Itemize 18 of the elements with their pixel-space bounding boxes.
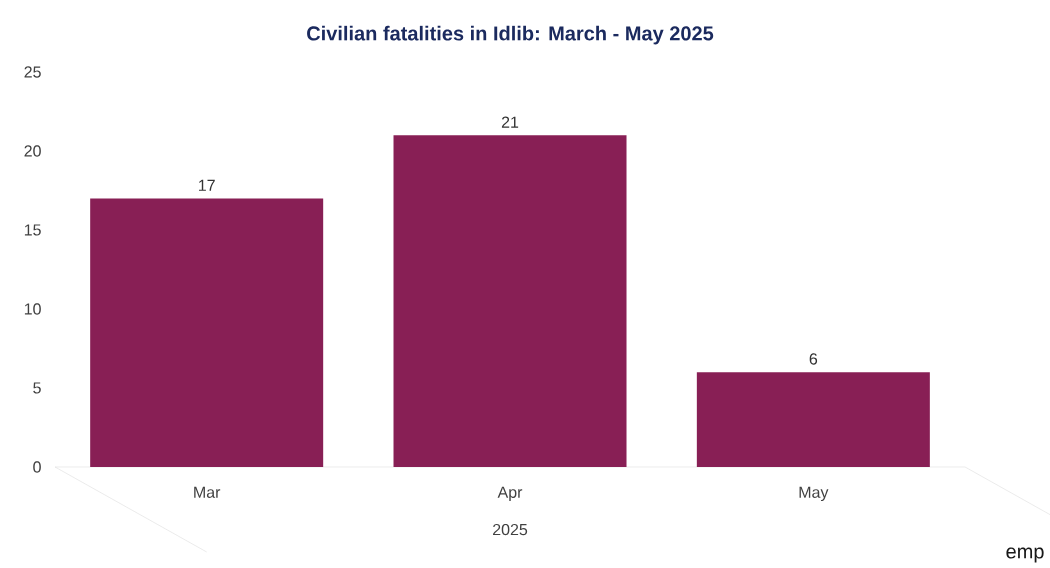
y-tick-label: 5 xyxy=(33,382,41,394)
x-axis-title: 2025 xyxy=(493,523,528,536)
bar xyxy=(393,135,627,467)
bar xyxy=(90,198,324,467)
x-tick-label: Apr xyxy=(497,486,523,502)
bar xyxy=(696,372,930,467)
text: emp xyxy=(1006,547,1044,563)
y-tick-label: 0 xyxy=(33,461,41,473)
x-tick-label: May xyxy=(799,486,829,502)
x-tick-label: Mar xyxy=(194,486,221,498)
data-label: 17 xyxy=(199,179,215,191)
y-tick-label: 25 xyxy=(24,66,41,78)
data-label: 21 xyxy=(501,116,519,128)
data-label: 6 xyxy=(809,353,818,365)
y-tick-label: 20 xyxy=(24,145,41,157)
chart-title: Civilian fatalities in Idlib: March - May 2025 xyxy=(307,25,714,45)
y-tick-label: 10 xyxy=(24,303,41,315)
y-tick-label: 15 xyxy=(24,224,41,236)
